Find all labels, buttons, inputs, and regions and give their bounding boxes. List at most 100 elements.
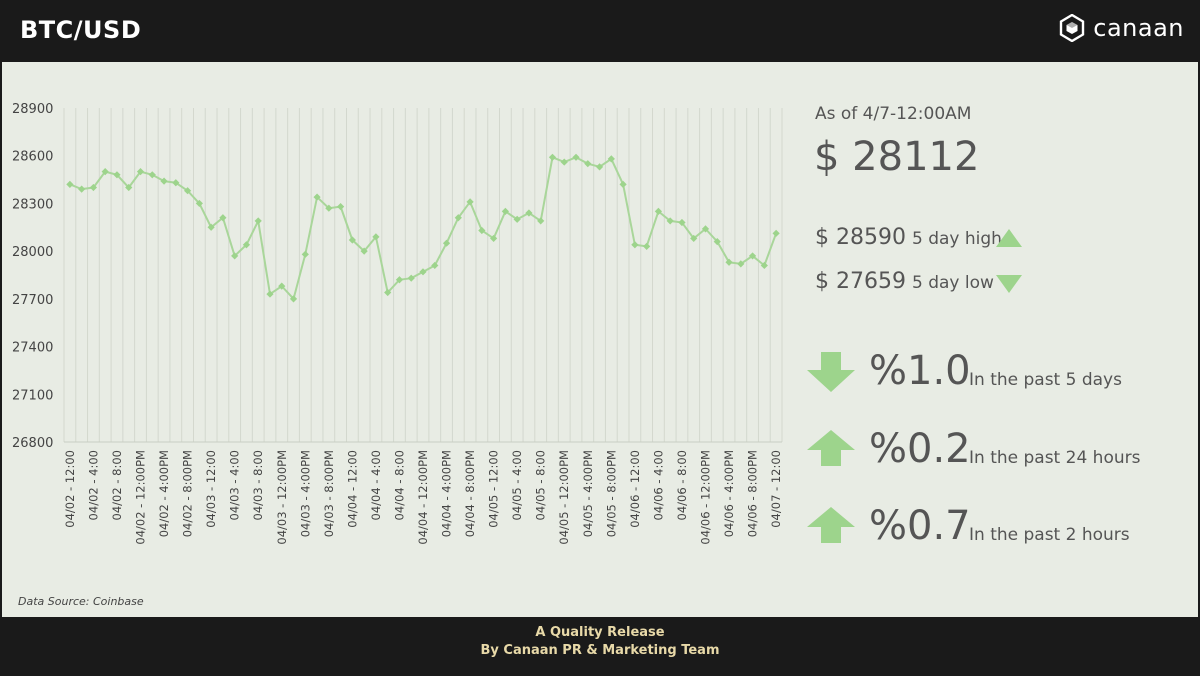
x-tick-label: 04/03 - 4:00 bbox=[228, 450, 242, 520]
x-tick-label: 04/03 - 12:00 bbox=[204, 450, 218, 528]
y-tick-label: 28300 bbox=[12, 197, 53, 212]
y-tick-label: 27700 bbox=[12, 293, 53, 308]
data-point bbox=[595, 163, 604, 171]
x-tick-label: 04/03 - 8:00PM bbox=[322, 450, 336, 537]
data-point bbox=[678, 218, 686, 227]
y-tick-label: 27400 bbox=[12, 341, 53, 356]
data-point bbox=[631, 241, 639, 249]
high-value: $ 28590 bbox=[815, 225, 906, 250]
data-point bbox=[89, 183, 98, 192]
hexagon-cube-logo-icon bbox=[1060, 14, 1085, 42]
data-point bbox=[160, 177, 168, 185]
change-5-days: %1.0 In the past 5 days bbox=[807, 346, 1187, 406]
data-point bbox=[325, 204, 333, 212]
data-point bbox=[772, 229, 780, 237]
data-point bbox=[148, 171, 156, 179]
x-tick-label: 04/02 - 12:00PM bbox=[134, 450, 148, 545]
change-value: %0.7 bbox=[869, 503, 971, 549]
data-point bbox=[219, 214, 227, 222]
data-point bbox=[172, 179, 180, 187]
data-point bbox=[431, 261, 439, 270]
x-tick-label: 04/06 - 4:00 bbox=[651, 450, 665, 520]
x-tick-label: 04/04 - 4:00 bbox=[369, 450, 383, 520]
stats-panel: As of 4/7-12:00AM $ 28112 $ 28590 5 day … bbox=[2, 62, 1198, 617]
brand-name: canaan bbox=[1093, 14, 1184, 42]
data-point bbox=[537, 217, 545, 225]
data-point bbox=[195, 199, 203, 208]
x-tick-label: 04/04 - 12:00 bbox=[345, 450, 359, 528]
x-tick-label: 04/06 - 4:00PM bbox=[722, 450, 736, 537]
data-point bbox=[513, 215, 521, 223]
data-point bbox=[760, 261, 768, 270]
x-tick-label: 04/02 - 8:00PM bbox=[181, 450, 195, 537]
x-tick-label: 04/06 - 8:00 bbox=[675, 450, 689, 520]
y-tick-label: 26800 bbox=[12, 436, 53, 451]
x-tick-label: 04/06 - 12:00PM bbox=[698, 450, 712, 545]
data-point bbox=[560, 158, 568, 166]
data-point bbox=[266, 290, 274, 298]
change-label: In the past 2 hours bbox=[969, 525, 1130, 545]
x-tick-label: 04/06 - 8:00PM bbox=[746, 450, 760, 537]
triangle-down-icon bbox=[996, 275, 1022, 293]
data-point bbox=[501, 207, 509, 215]
data-point bbox=[701, 225, 710, 233]
x-tick-label: 04/07 - 12:00 bbox=[769, 450, 783, 528]
data-point bbox=[313, 193, 321, 201]
data-point bbox=[207, 223, 215, 231]
x-tick-label: 04/05 - 4:00 bbox=[510, 450, 524, 520]
data-point bbox=[301, 250, 309, 258]
y-tick-label: 27100 bbox=[12, 388, 53, 403]
data-point bbox=[183, 187, 192, 195]
y-tick-label: 28900 bbox=[12, 102, 53, 117]
x-tick-label: 04/03 - 12:00PM bbox=[275, 450, 289, 545]
data-point bbox=[395, 276, 404, 284]
x-tick-label: 04/06 - 12:00 bbox=[628, 450, 642, 528]
page-title: BTC/USD bbox=[20, 16, 142, 44]
high-label: 5 day high bbox=[911, 229, 1002, 249]
data-point bbox=[360, 247, 368, 255]
change-value: %1.0 bbox=[869, 348, 971, 394]
arrow-up-icon bbox=[807, 507, 855, 543]
five-day-high: $ 28590 5 day high bbox=[815, 225, 1002, 250]
data-point bbox=[654, 207, 663, 215]
data-point bbox=[372, 233, 380, 241]
data-point bbox=[113, 171, 121, 179]
low-value: $ 27659 bbox=[815, 269, 906, 294]
x-tick-label: 04/05 - 8:00 bbox=[534, 450, 548, 520]
data-point bbox=[101, 168, 109, 176]
current-price: $ 28112 bbox=[814, 134, 980, 180]
change-label: In the past 24 hours bbox=[969, 448, 1141, 468]
footer-bar: A Quality Release By Canaan PR & Marketi… bbox=[0, 617, 1200, 676]
data-point bbox=[78, 185, 86, 193]
x-tick-label: 04/04 - 12:00PM bbox=[416, 450, 430, 545]
price-line-chart: 26800 27100 27400 27700 28000 28300 28600 28900… bbox=[12, 102, 783, 545]
header-bar: BTC/USD canaan bbox=[0, 0, 1200, 62]
y-tick-label: 28000 bbox=[12, 245, 53, 260]
data-point bbox=[584, 160, 592, 168]
data-point bbox=[643, 242, 651, 250]
content-panel: 26800 27100 27400 27700 28000 28300 28600 28900… bbox=[2, 62, 1198, 617]
data-point bbox=[337, 203, 345, 211]
change-2-hours: %0.7 In the past 2 hours bbox=[807, 501, 1187, 561]
x-tick-label: 04/04 - 8:00 bbox=[392, 450, 406, 520]
x-tick-label: 04/04 - 4:00PM bbox=[440, 450, 454, 537]
data-point bbox=[136, 168, 145, 176]
brand: canaan bbox=[1059, 14, 1184, 42]
x-tick-label: 04/04 - 8:00PM bbox=[463, 450, 477, 537]
as-of-timestamp: As of 4/7-12:00AM bbox=[815, 104, 972, 124]
five-day-low: $ 27659 5 day low bbox=[815, 269, 994, 294]
x-tick-label: 04/05 - 12:00PM bbox=[557, 450, 571, 545]
change-value: %0.2 bbox=[869, 426, 971, 472]
y-tick-label: 28600 bbox=[12, 150, 53, 165]
data-point bbox=[619, 180, 627, 188]
data-point bbox=[442, 239, 451, 247]
x-tick-label: 04/03 - 8:00 bbox=[251, 450, 265, 520]
x-tick-label: 04/02 - 12:00 bbox=[63, 450, 77, 528]
x-tick-label: 04/05 - 4:00PM bbox=[581, 450, 595, 537]
x-tick-label: 04/03 - 4:00PM bbox=[298, 450, 312, 537]
data-point bbox=[384, 288, 392, 297]
x-tick-label: 04/02 - 4:00 bbox=[86, 450, 100, 520]
x-tick-label: 04/05 - 12:00 bbox=[487, 450, 501, 528]
data-point bbox=[666, 217, 674, 225]
